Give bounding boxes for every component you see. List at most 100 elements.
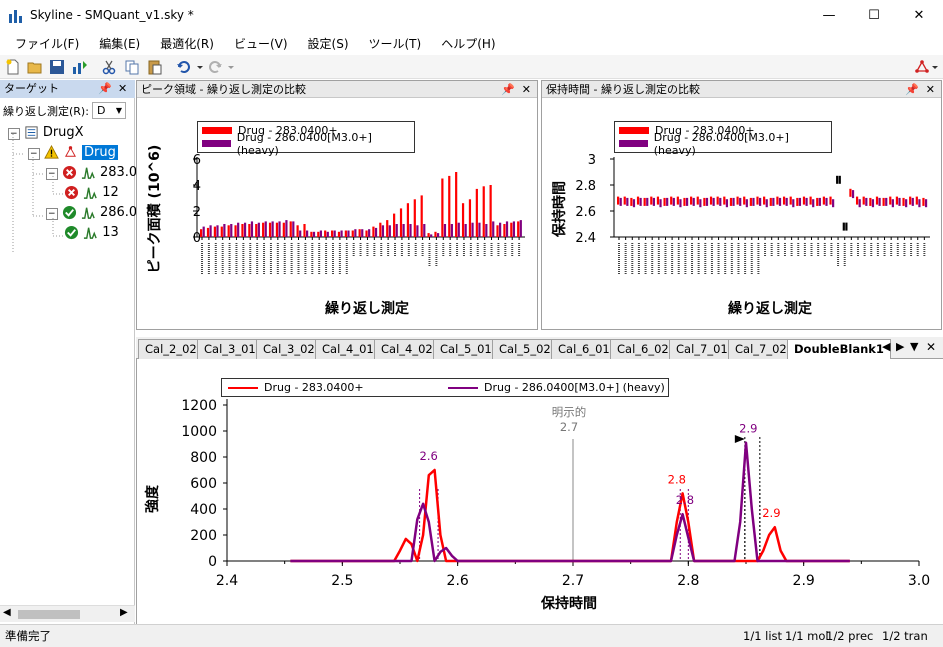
paste-icon[interactable] xyxy=(147,59,163,75)
peak-area-chart[interactable]: ピーク面積 (10^6) 6 4 2 0 繰り返し測定 xyxy=(137,99,537,329)
peak-area-ytick: 0 xyxy=(193,231,201,246)
tab-scroll-right-icon[interactable]: ▶ xyxy=(896,340,905,353)
peak-area-bar xyxy=(496,225,499,237)
retention-time-point xyxy=(918,199,921,208)
retention-time-point xyxy=(785,197,788,206)
molecule-icon[interactable] xyxy=(914,59,930,75)
menu-file[interactable]: ファイル(F) xyxy=(15,36,80,51)
retention-time-point xyxy=(915,196,918,205)
retention-time-point xyxy=(829,196,832,205)
open-folder-icon[interactable] xyxy=(27,59,43,75)
collapse-icon[interactable]: − xyxy=(8,128,20,140)
peak-area-bar xyxy=(374,227,378,237)
collapse-icon[interactable]: − xyxy=(46,208,58,220)
close-tab-icon[interactable]: ✕ xyxy=(926,340,937,354)
horizontal-scrollbar[interactable]: ◀ ▶ xyxy=(0,605,135,622)
redo-icon[interactable] xyxy=(207,59,223,75)
retention-time-point xyxy=(845,222,848,231)
collapse-icon[interactable]: − xyxy=(28,148,40,160)
tree-item-precursor-heavy[interactable]: − 286.0 xyxy=(46,205,137,220)
undo-dropdown-icon[interactable] xyxy=(196,59,204,75)
retention-time-point xyxy=(619,197,622,206)
retention-time-pane: 保持時間 - 繰り返し測定の比較 📌 ✕ 保持時間 3 2.8 2.6 2.4 … xyxy=(541,80,942,330)
scrollbar-thumb[interactable] xyxy=(18,610,80,619)
peak-area-bar xyxy=(209,225,212,237)
tab-cal-6-01[interactable]: Cal_6_01 xyxy=(551,339,617,359)
peak-area-bar xyxy=(475,188,478,237)
tab-cal-7-02[interactable]: Cal_7_02 xyxy=(728,339,794,359)
tab-cal-5-02[interactable]: Cal_5_02 xyxy=(492,339,558,359)
peak-area-bar xyxy=(468,199,472,237)
retention-time-point xyxy=(626,197,629,206)
chromatogram-xtick-label: 2.5 xyxy=(331,573,353,589)
molecule-dropdown-icon[interactable] xyxy=(931,59,939,75)
undo-icon[interactable] xyxy=(176,59,192,75)
tab-list-icon[interactable]: ▼ xyxy=(910,340,919,353)
peak-area-bar xyxy=(519,220,522,237)
tab-cal-4-01[interactable]: Cal_4_01 xyxy=(315,339,381,359)
retention-time-point xyxy=(836,175,839,184)
tab-cal-2-02[interactable]: Cal_2_02 xyxy=(138,339,204,359)
tree-item-transition-heavy[interactable]: 13 xyxy=(64,225,119,240)
retention-time-chart[interactable]: 保持時間 3 2.8 2.6 2.4 繰り返し測定 xyxy=(542,99,941,329)
close-panel-icon[interactable]: ✕ xyxy=(118,82,128,95)
redo-dropdown-icon[interactable] xyxy=(227,59,235,75)
tab-doubleblank1[interactable]: DoubleBlank1 xyxy=(787,339,891,360)
import-results-icon[interactable] xyxy=(72,59,88,75)
peak-area-pane-header: ピーク領域 - 繰り返し測定の比較 📌 ✕ xyxy=(137,81,537,98)
peak-area-bar xyxy=(271,221,274,237)
menu-help[interactable]: ヘルプ(H) xyxy=(441,36,496,51)
tree-item-druglist[interactable]: − DrugX xyxy=(8,125,84,140)
retention-time-point xyxy=(723,196,726,205)
tree-item-transition-light[interactable]: 12 xyxy=(64,185,119,200)
retention-time-point xyxy=(763,196,766,205)
menu-tools[interactable]: ツール(T) xyxy=(368,36,422,51)
peak-area-bar xyxy=(344,230,347,237)
scroll-left-icon[interactable]: ◀ xyxy=(3,607,11,618)
retention-time-point xyxy=(778,197,782,206)
tab-cal-6-02[interactable]: Cal_6_02 xyxy=(610,339,676,359)
menu-edit[interactable]: 編集(E) xyxy=(99,36,141,51)
menu-settings[interactable]: 設定(S) xyxy=(307,36,349,51)
pin-icon[interactable]: 📌 xyxy=(905,83,919,96)
chromatogram-chart[interactable]: 強度 保持時間 明示的 2.7 0 200 400 600 800 1000 1200 2.4… xyxy=(137,359,943,624)
collapse-icon[interactable]: − xyxy=(46,168,58,180)
tab-scroll-left-icon[interactable]: ◀ xyxy=(882,340,891,353)
maximize-button[interactable]: ☐ xyxy=(868,8,880,23)
peak-area-bar xyxy=(464,224,467,237)
menu-view[interactable]: ビュー(V) xyxy=(233,36,288,51)
replicate-select[interactable]: D ▼ xyxy=(92,102,126,119)
retention-time-point xyxy=(719,197,722,206)
peak-area-bar xyxy=(264,221,267,237)
peak-area-bar xyxy=(420,195,423,237)
save-icon[interactable] xyxy=(49,59,65,75)
tab-cal-5-01[interactable]: Cal_5_01 xyxy=(433,339,499,359)
minimize-button[interactable]: — xyxy=(822,8,836,23)
title-bar: Skyline - SMQuant_v1.sky * — ☐ ✕ xyxy=(0,0,943,31)
tab-cal-4-02[interactable]: Cal_4_02 xyxy=(374,339,440,359)
tree-item-precursor-light[interactable]: − 283.0 xyxy=(46,165,137,180)
close-pane-icon[interactable]: ✕ xyxy=(521,83,531,96)
tree-item-drug[interactable]: − Drug xyxy=(28,145,118,160)
pin-icon[interactable]: 📌 xyxy=(98,82,112,95)
retention-time-point xyxy=(822,196,825,205)
retention-time-point xyxy=(676,196,679,205)
menu-refine[interactable]: 最適化(R) xyxy=(160,36,214,51)
cut-icon[interactable] xyxy=(101,59,117,75)
tab-cal-3-02[interactable]: Cal_3_02 xyxy=(256,339,322,359)
new-document-icon[interactable] xyxy=(5,59,21,75)
copy-icon[interactable] xyxy=(124,59,140,75)
peak-rt-label: 2.6 xyxy=(420,449,438,463)
peak-area-bar xyxy=(386,220,389,237)
tab-cal-3-01[interactable]: Cal_3_01 xyxy=(197,339,263,359)
close-button[interactable]: ✕ xyxy=(913,8,925,23)
pin-icon[interactable]: 📌 xyxy=(501,83,515,96)
retention-time-point xyxy=(759,197,762,206)
peak-area-bar xyxy=(202,226,205,237)
legend-swatch-heavy xyxy=(448,386,478,389)
close-pane-icon[interactable]: ✕ xyxy=(925,83,935,96)
peak-rt-label: 2.9 xyxy=(739,422,757,436)
tab-cal-7-01[interactable]: Cal_7_01 xyxy=(669,339,735,359)
peak-area-bar xyxy=(206,227,210,237)
scroll-right-icon[interactable]: ▶ xyxy=(120,607,128,618)
